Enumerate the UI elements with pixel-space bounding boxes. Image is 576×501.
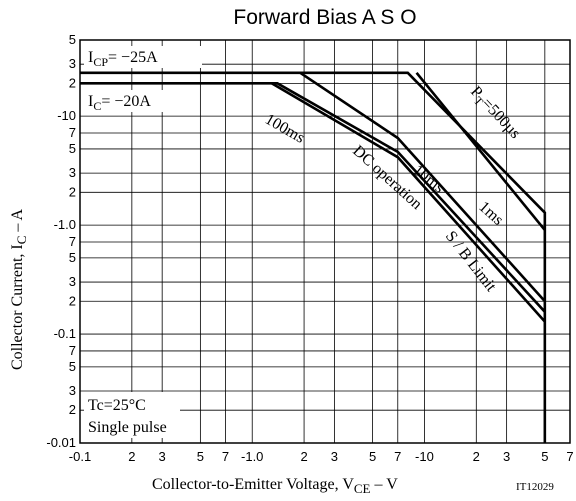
y-tick-label: 2 xyxy=(69,75,76,90)
annotation: PT=500µs xyxy=(465,83,524,144)
soa-curve xyxy=(80,82,546,313)
y-tick-label: 5 xyxy=(69,32,76,47)
label-bg xyxy=(84,392,180,438)
x-tick-label: 2 xyxy=(300,449,307,464)
y-axis-label: Collector Current, IC – A xyxy=(9,208,29,370)
annotation: Single pulse xyxy=(88,419,167,436)
chart-title: Forward Bias A S O xyxy=(233,6,416,29)
x-tick-label: -1.0 xyxy=(241,449,263,464)
x-tick-label: 7 xyxy=(394,449,401,464)
y-tick-label: 5 xyxy=(69,141,76,156)
y-tick-label: 3 xyxy=(69,383,76,398)
y-tick-label: 3 xyxy=(69,274,76,289)
y-tick-label: 7 xyxy=(69,125,76,140)
y-tick-label: 5 xyxy=(69,250,76,265)
x-tick-label: 2 xyxy=(473,449,480,464)
figure-code: IT12029 xyxy=(516,481,554,493)
ic-label: IC= −20A xyxy=(88,93,151,113)
soa-curve xyxy=(80,71,547,443)
x-tick-label: 5 xyxy=(197,449,204,464)
x-tick-label: 3 xyxy=(331,449,338,464)
y-tick-label: 7 xyxy=(69,234,76,249)
y-tick-label: -10 xyxy=(57,108,76,123)
soa-curve xyxy=(271,82,546,323)
x-tick-label: -0.1 xyxy=(69,449,91,464)
plot-frame xyxy=(79,39,571,444)
x-tick-label: 7 xyxy=(222,449,229,464)
y-tick-label: -0.1 xyxy=(54,326,76,341)
x-axis-label: Collector-to-Emitter Voltage, VCE – V xyxy=(152,476,398,496)
annotation: Tc=25°C xyxy=(88,397,146,414)
soa-curve xyxy=(415,71,546,231)
y-tick-label: 2 xyxy=(69,293,76,308)
icp-label: ICP= −25A xyxy=(88,49,158,69)
annotation: 1ms xyxy=(475,198,506,228)
y-tick-label: 7 xyxy=(69,343,76,358)
x-tick-label: 2 xyxy=(128,449,135,464)
y-tick-label: 2 xyxy=(69,402,76,417)
y-tick-label: 2 xyxy=(69,184,76,199)
x-tick-label: 7 xyxy=(566,449,573,464)
y-tick-label: 3 xyxy=(69,56,76,71)
y-tick-label: -1.0 xyxy=(54,217,76,232)
x-tick-label: 3 xyxy=(503,449,510,464)
x-tick-label: 5 xyxy=(369,449,376,464)
curves xyxy=(80,71,547,443)
x-tick-label: -10 xyxy=(415,449,434,464)
x-tick-label: 5 xyxy=(541,449,548,464)
y-tick-label: -0.01 xyxy=(46,435,76,450)
y-tick-label: 5 xyxy=(69,359,76,374)
label-bg xyxy=(84,90,192,112)
x-tick-label: 3 xyxy=(159,449,166,464)
soa-curve xyxy=(299,71,546,303)
y-tick-label: 3 xyxy=(69,165,76,180)
label-bg xyxy=(84,46,202,68)
